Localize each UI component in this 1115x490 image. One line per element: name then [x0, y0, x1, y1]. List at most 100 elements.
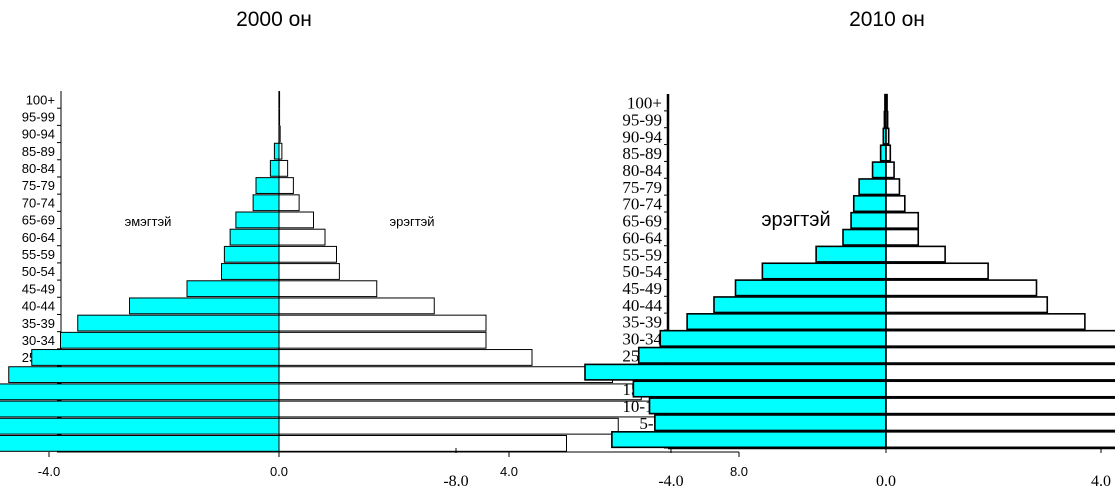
male-bar-2010: [885, 195, 906, 213]
female-bar-2010: [842, 228, 887, 246]
male-bar-2000: [278, 159, 289, 177]
male-bar-2000: [278, 91, 281, 109]
age-label-2010: 55-59: [622, 245, 662, 264]
age-label-2010: 90-94: [622, 127, 662, 146]
male-bar-2000: [278, 280, 378, 298]
x-tick-label-2010: -8.0: [443, 473, 468, 490]
age-label-2010: 45-49: [622, 279, 662, 298]
x-tick-label-2000: -4.0: [38, 464, 60, 479]
male-bar-2010: [885, 262, 989, 280]
x-tick-label-2000: 8.0: [730, 464, 748, 479]
age-label-2010: 70-74: [622, 195, 662, 214]
female-bar-2000: [273, 142, 280, 160]
female-bar-2000: [129, 297, 280, 315]
female-bar-2000: [0, 400, 280, 418]
age-label-2000: 75-79: [22, 178, 55, 193]
male-bar-2010: [885, 431, 1115, 449]
female-bar-2000: [252, 194, 280, 212]
x-tick-label-2000: 4.0: [500, 464, 518, 479]
male-bar-2010: [885, 161, 895, 179]
female-bar-2010: [858, 178, 887, 196]
age-label-2000: 85-89: [22, 144, 55, 159]
age-label-2000: 80-84: [22, 161, 55, 176]
male-bar-2000: [278, 434, 567, 452]
age-label-2000: 45-49: [22, 281, 55, 296]
male-bar-2010: [885, 228, 920, 246]
x-tick-label-2000: 0.0: [270, 464, 288, 479]
chart-title-2010: 2010 он: [849, 8, 925, 31]
female-bar-2000: [77, 314, 280, 332]
age-label-2010: 80-84: [622, 161, 662, 180]
annotation-right-2000: эрэгтэй: [389, 214, 434, 229]
male-bar-2000: [278, 400, 659, 418]
female-bar-2010: [850, 211, 887, 229]
male-bar-2010: [885, 178, 901, 196]
female-bar-2010: [852, 195, 887, 213]
male-bar-2000: [278, 331, 487, 349]
female-bar-2010: [659, 329, 887, 347]
age-label-2010: 30-34: [622, 330, 662, 349]
male-bar-2000: [278, 297, 435, 315]
x-tick-label-2010: 0.0: [876, 473, 896, 490]
male-bar-2000: [278, 108, 281, 126]
female-bar-2000: [235, 211, 280, 229]
male-bar-2000: [278, 125, 281, 143]
male-bar-2010: [885, 296, 1049, 314]
female-bar-2010: [879, 144, 887, 162]
male-bar-2000: [278, 314, 487, 332]
annotation-left-2000: эмэгтэй: [125, 214, 172, 229]
age-label-2000: 30-34: [22, 333, 55, 348]
age-label-2010: 75-79: [622, 178, 662, 197]
age-label-2000: 60-64: [22, 230, 55, 245]
male-bar-2010: [885, 211, 920, 229]
female-bar-2000: [229, 228, 280, 246]
male-bar-2010: [885, 313, 1086, 331]
age-label-2000: 70-74: [22, 195, 55, 210]
age-label-2010: 100+: [627, 94, 662, 113]
male-bar-2000: [278, 383, 642, 401]
age-label-2000: 40-44: [22, 299, 55, 314]
male-bar-2000: [278, 142, 283, 160]
female-bar-2010: [654, 414, 887, 432]
male-bar-2010: [885, 397, 1115, 415]
age-label-2000: 50-54: [22, 264, 55, 279]
female-bar-2010: [815, 245, 887, 263]
male-bar-2010: [885, 414, 1115, 432]
female-bar-2010: [648, 397, 887, 415]
female-bar-2000: [0, 434, 280, 452]
female-bar-2000: [31, 349, 280, 366]
female-bar-2000: [8, 366, 280, 384]
male-bar-2000: [278, 245, 337, 263]
x-tick-label-2010: -4.0: [658, 473, 683, 490]
female-bar-2000: [269, 159, 280, 177]
age-label-2010: 50-54: [622, 262, 662, 281]
male-bar-2010: [885, 363, 1115, 381]
male-bar-2000: [278, 177, 294, 194]
age-label-2010: 60-64: [622, 228, 662, 247]
age-label-2010: 95-99: [622, 110, 662, 129]
male-bar-2000: [278, 263, 340, 280]
age-label-2000: 55-59: [22, 247, 55, 262]
male-bar-2000: [278, 366, 613, 384]
female-bar-2000: [221, 263, 280, 280]
age-label-2000: 65-69: [22, 213, 55, 228]
male-bar-2010: [885, 127, 890, 145]
female-bar-2010: [871, 161, 887, 179]
male-bar-2010: [885, 279, 1038, 297]
male-bar-2000: [278, 194, 300, 212]
male-bar-2000: [278, 228, 326, 246]
female-bar-2000: [186, 280, 280, 298]
female-bar-2010: [637, 346, 887, 364]
male-bar-2010: [885, 380, 1115, 398]
male-bar-2010: [885, 93, 888, 111]
male-bar-2010: [885, 144, 892, 162]
male-bar-2000: [278, 349, 533, 366]
age-label-2010: 40-44: [622, 296, 662, 315]
age-label-2000: 95-99: [22, 109, 55, 124]
female-bar-2010: [632, 380, 887, 398]
female-bar-2000: [0, 383, 280, 401]
chart-title-2000: 2000 он: [236, 8, 312, 31]
age-label-2000: 100+: [26, 92, 55, 107]
